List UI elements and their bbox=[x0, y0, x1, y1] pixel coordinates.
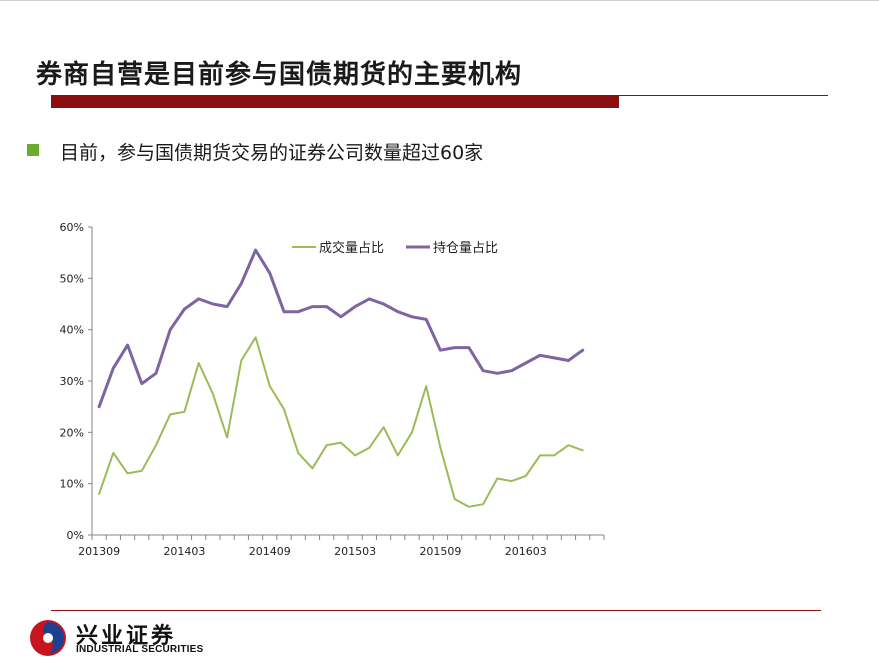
logo-brand-en: INDUSTRIAL SECURITIES bbox=[76, 644, 204, 655]
y-tick-label: 10% bbox=[60, 478, 84, 491]
series-line-1 bbox=[98, 336, 584, 508]
company-logo: 兴业证券 INDUSTRIAL SECURITIES bbox=[28, 618, 238, 658]
x-tick-label: 201309 bbox=[78, 545, 120, 558]
bullet-text: 目前，参与国债期货交易的证券公司数量超过60家 bbox=[60, 142, 484, 164]
bullet-square-icon bbox=[27, 144, 39, 156]
y-tick-label: 50% bbox=[60, 272, 84, 285]
x-tick-label: 201409 bbox=[249, 545, 291, 558]
y-tick-label: 40% bbox=[60, 324, 84, 337]
footer-rule bbox=[51, 610, 821, 611]
chart-series bbox=[97, 248, 585, 508]
legend-label-1: 成交量占比 bbox=[319, 240, 384, 256]
logo-brand-cn: 兴业证券 bbox=[76, 623, 177, 649]
y-tick-label: 20% bbox=[60, 426, 84, 439]
y-tick-label: 0% bbox=[67, 529, 84, 542]
chart-svg: 0% 10% 20% 30% 40% 50% 60% 201309 201403 201409 20… bbox=[60, 221, 605, 558]
y-tick-label: 30% bbox=[60, 375, 84, 388]
legend-label-2: 持仓量占比 bbox=[433, 241, 498, 256]
title-underline-rule bbox=[619, 95, 828, 96]
x-tick-label: 201509 bbox=[419, 545, 461, 558]
chart-legend: 成交量占比 持仓量占比 bbox=[292, 240, 498, 256]
slide-title: 券商自营是目前参与国债期货的主要机构 bbox=[36, 60, 523, 90]
x-tick-label: 201603 bbox=[505, 545, 547, 558]
x-tick-label: 201503 bbox=[334, 545, 376, 558]
series-line-2 bbox=[97, 248, 585, 409]
logo-emblem-icon bbox=[30, 620, 66, 656]
line-chart: 0% 10% 20% 30% 40% 50% 60% 201309 201403 201409 20… bbox=[20, 210, 620, 570]
x-tick-label: 201403 bbox=[163, 545, 205, 558]
y-tick-label: 60% bbox=[60, 221, 84, 234]
chart-axes: 0% 10% 20% 30% 40% 50% 60% 201309 201403 201409 20… bbox=[60, 221, 605, 558]
title-underline-bar bbox=[51, 95, 619, 108]
top-border bbox=[0, 0, 879, 1]
